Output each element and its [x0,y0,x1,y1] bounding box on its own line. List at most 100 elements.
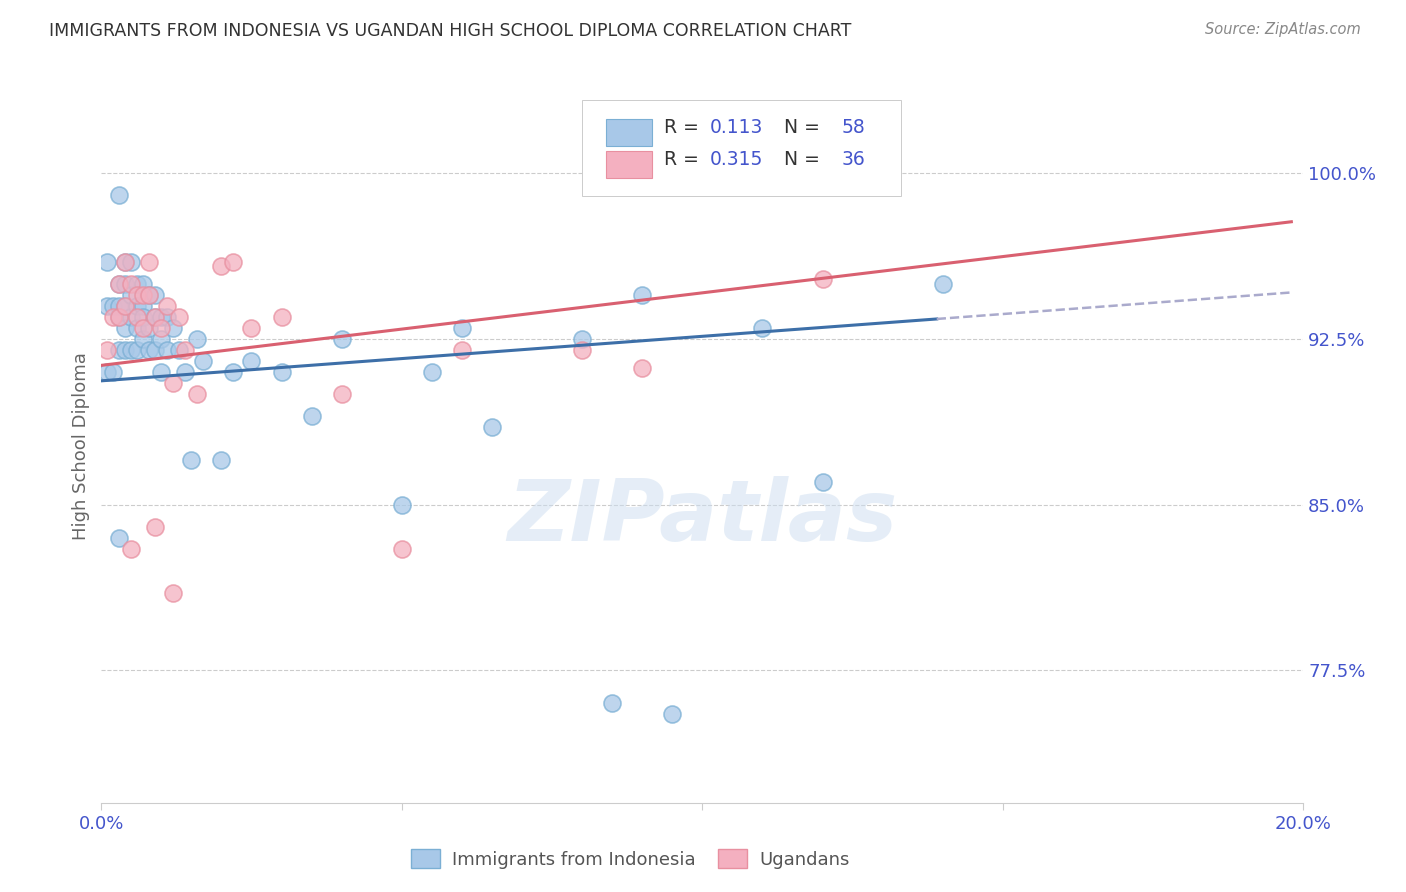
Point [132,299,155,313]
Text: 36: 36 [842,150,866,169]
Point [600,697,623,711]
Point [96,343,118,357]
Point [631,360,654,375]
Point [132,320,155,334]
Point [150,310,173,324]
Point [114,254,136,268]
Point [127,299,149,313]
Point [156,299,179,313]
Point [143,519,166,533]
Point [127,343,149,357]
Point [143,310,166,324]
Point [120,254,142,268]
Point [108,188,131,202]
Point [132,287,155,301]
Point [571,343,593,357]
Point [138,287,160,301]
Point [932,277,955,291]
Point [481,420,503,434]
Text: Source: ZipAtlas.com: Source: ZipAtlas.com [1205,22,1361,37]
Point [143,287,166,301]
Point [751,320,773,334]
Point [240,354,263,368]
Point [120,287,142,301]
Point [571,332,593,346]
Text: 0.113: 0.113 [710,118,763,136]
Point [156,343,179,357]
Point [138,343,160,357]
Point [270,365,292,379]
Text: R =: R = [664,150,704,169]
Point [162,586,184,600]
Point [114,299,136,313]
Text: N =: N = [772,118,825,136]
Point [174,343,197,357]
Point [108,277,131,291]
Point [301,409,323,424]
Point [186,387,208,401]
Point [103,310,125,324]
Point [132,277,155,291]
Point [127,277,149,291]
Point [330,332,353,346]
Text: N =: N = [772,150,825,169]
Text: 0.315: 0.315 [710,150,763,169]
Point [420,365,443,379]
Point [186,332,208,346]
Point [114,254,136,268]
Point [174,365,197,379]
Point [451,343,474,357]
Point [222,254,245,268]
Point [132,310,155,324]
Point [169,343,191,357]
FancyBboxPatch shape [606,120,652,146]
Point [96,365,118,379]
Point [120,277,142,291]
Text: ZIPatlas: ZIPatlas [508,475,897,559]
Text: 58: 58 [842,118,866,136]
Point [120,310,142,324]
Point [108,343,131,357]
Point [631,287,654,301]
Point [143,310,166,324]
Point [138,254,160,268]
Point [150,320,173,334]
Point [180,453,202,467]
Point [96,254,118,268]
Point [193,354,215,368]
Point [138,287,160,301]
Point [114,320,136,334]
Point [391,498,413,512]
Y-axis label: High School Diploma: High School Diploma [72,352,90,540]
Point [114,343,136,357]
Text: R =: R = [664,118,704,136]
Point [661,707,683,722]
Point [169,310,191,324]
Point [132,332,155,346]
Point [150,332,173,346]
Point [811,475,834,490]
Point [108,531,131,545]
Point [108,299,131,313]
Point [330,387,353,401]
Point [451,320,474,334]
Point [108,277,131,291]
Point [143,343,166,357]
Point [127,287,149,301]
Point [270,310,292,324]
FancyBboxPatch shape [582,100,901,196]
Point [211,259,233,273]
Point [114,277,136,291]
Point [108,310,131,324]
Point [114,299,136,313]
Point [811,272,834,286]
Legend: Immigrants from Indonesia, Ugandans: Immigrants from Indonesia, Ugandans [404,842,856,876]
Point [150,365,173,379]
Point [162,320,184,334]
Point [120,343,142,357]
Point [138,320,160,334]
Point [162,376,184,390]
Point [103,299,125,313]
Point [127,320,149,334]
Point [120,541,142,556]
